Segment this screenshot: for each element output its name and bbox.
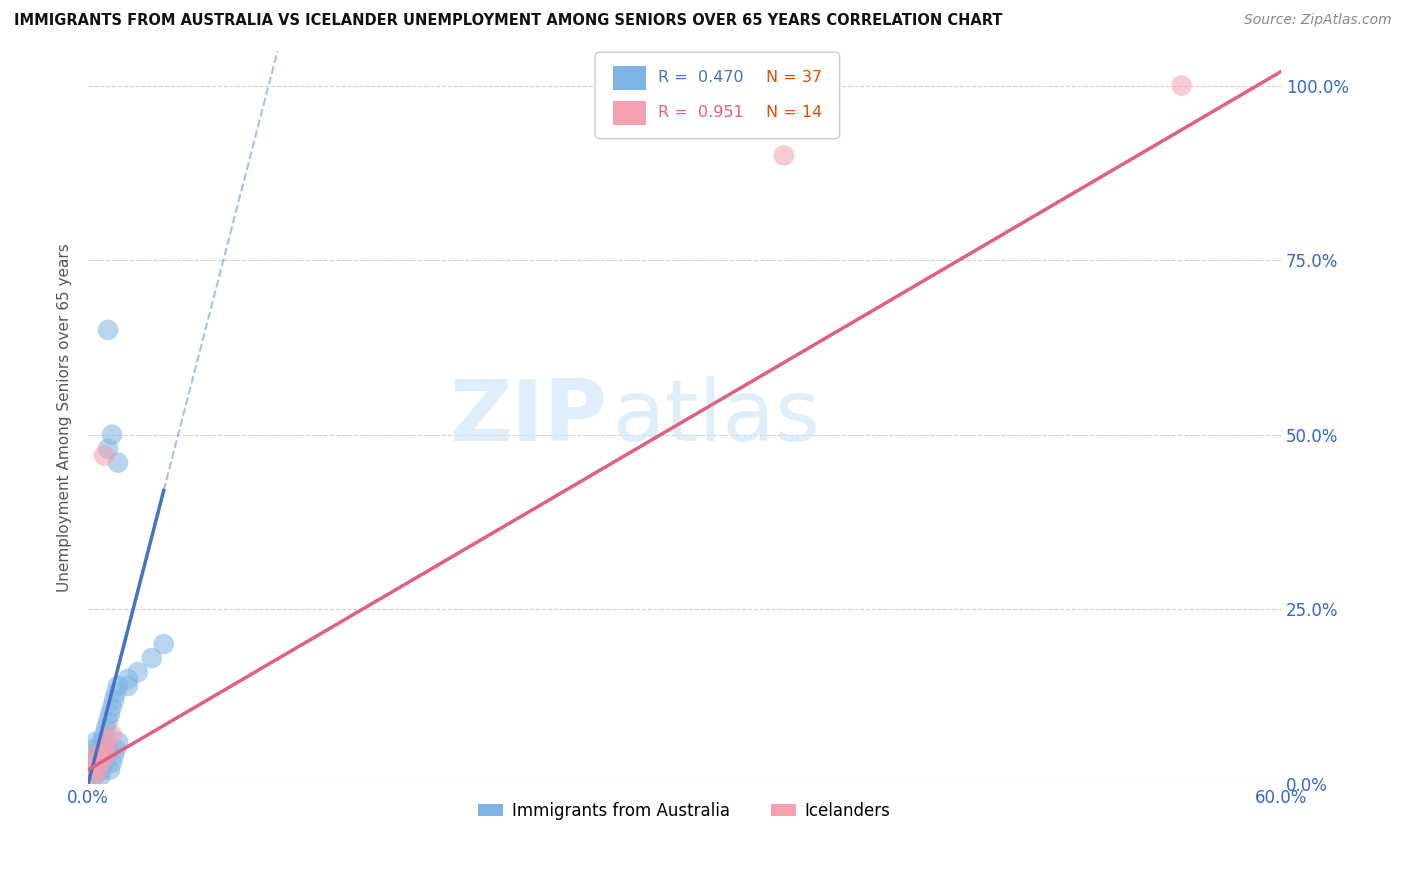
Point xyxy=(94,748,117,763)
Text: R =  0.951: R = 0.951 xyxy=(658,105,744,120)
Point xyxy=(84,748,107,763)
Point xyxy=(87,763,110,777)
Point xyxy=(773,148,796,162)
Text: IMMIGRANTS FROM AUSTRALIA VS ICELANDER UNEMPLOYMENT AMONG SENIORS OVER 65 YEARS : IMMIGRANTS FROM AUSTRALIA VS ICELANDER U… xyxy=(14,13,1002,29)
Point xyxy=(103,748,125,763)
Point xyxy=(89,756,111,770)
Point xyxy=(101,700,124,714)
Text: atlas: atlas xyxy=(613,376,821,458)
Point xyxy=(93,741,115,756)
Point xyxy=(152,637,174,651)
Point xyxy=(101,728,124,742)
Point xyxy=(83,770,105,784)
Point xyxy=(83,770,105,784)
Point xyxy=(94,721,117,735)
Point xyxy=(97,714,120,728)
Point xyxy=(84,763,107,777)
Bar xyxy=(613,102,647,125)
Point xyxy=(94,748,117,763)
Point xyxy=(91,763,114,777)
Point xyxy=(93,756,115,770)
Point xyxy=(91,748,114,763)
Point xyxy=(89,770,111,784)
Point xyxy=(82,756,104,770)
Point xyxy=(89,741,111,756)
Point xyxy=(84,735,107,749)
Point xyxy=(103,693,125,707)
FancyBboxPatch shape xyxy=(595,52,839,138)
Bar xyxy=(613,66,647,89)
Point xyxy=(117,679,139,693)
Text: Source: ZipAtlas.com: Source: ZipAtlas.com xyxy=(1244,13,1392,28)
Point xyxy=(79,763,101,777)
Point xyxy=(141,651,163,665)
Point xyxy=(93,449,115,463)
Legend: Immigrants from Australia, Icelanders: Immigrants from Australia, Icelanders xyxy=(472,796,897,827)
Point xyxy=(127,665,149,679)
Point xyxy=(83,741,105,756)
Point xyxy=(91,735,114,749)
Point xyxy=(107,456,129,470)
Point xyxy=(107,735,129,749)
Point xyxy=(87,748,110,763)
Point xyxy=(101,756,124,770)
Point xyxy=(97,741,120,756)
Point xyxy=(1170,78,1192,93)
Point xyxy=(82,756,104,770)
Y-axis label: Unemployment Among Seniors over 65 years: Unemployment Among Seniors over 65 years xyxy=(58,243,72,591)
Point xyxy=(117,672,139,686)
Point xyxy=(93,728,115,742)
Point xyxy=(79,763,101,777)
Text: N = 37: N = 37 xyxy=(766,70,821,86)
Point xyxy=(101,427,124,442)
Text: N = 14: N = 14 xyxy=(766,105,823,120)
Point xyxy=(97,735,120,749)
Text: R =  0.470: R = 0.470 xyxy=(658,70,744,86)
Point xyxy=(104,741,127,756)
Point xyxy=(98,763,121,777)
Point xyxy=(87,756,110,770)
Point xyxy=(107,679,129,693)
Point xyxy=(98,706,121,721)
Point xyxy=(97,323,120,337)
Point xyxy=(97,442,120,456)
Point xyxy=(104,686,127,700)
Text: ZIP: ZIP xyxy=(450,376,607,458)
